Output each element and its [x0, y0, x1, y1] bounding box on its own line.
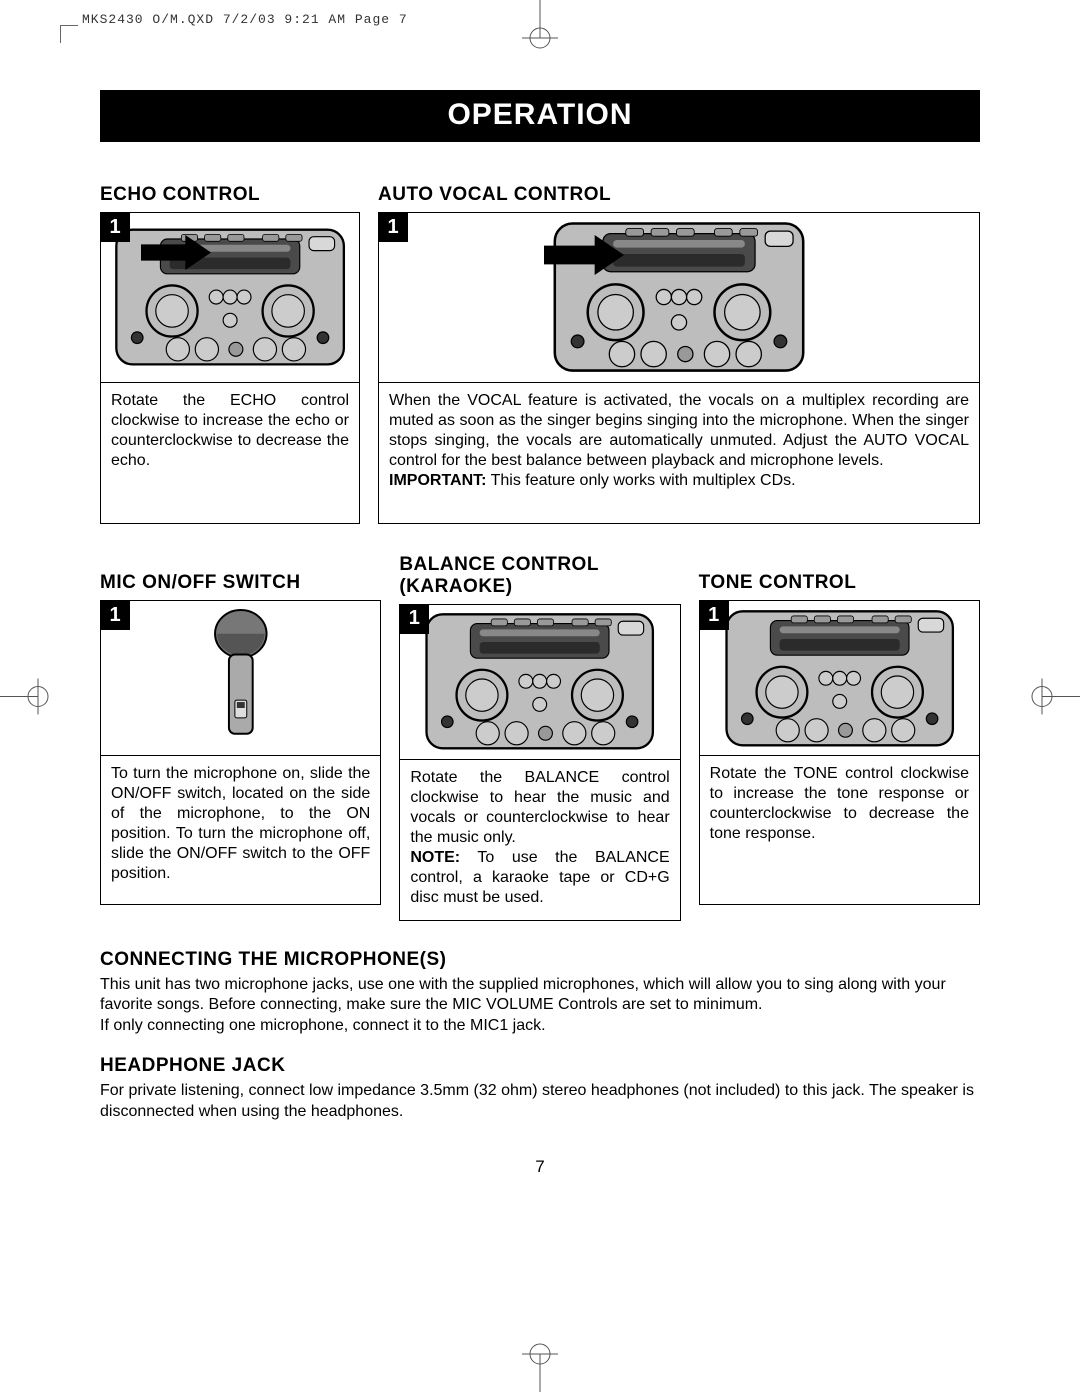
balance-box: 1 Rotate the BALANCE control clockwise t… [399, 604, 680, 921]
headphone-heading: HEADPHONE JACK [100, 1055, 980, 1077]
register-mark-bottom-icon [510, 1342, 570, 1397]
echo-heading: ECHO CONTROL [100, 184, 260, 206]
headphone-text: For private listening, connect low imped… [100, 1081, 980, 1123]
echo-text: Rotate the ECHO control clockwise to inc… [101, 383, 359, 523]
print-header: MKS2430 O/M.QXD 7/2/03 9:21 AM Page 7 [82, 12, 408, 27]
tone-heading: TONE CONTROL [699, 572, 857, 594]
auto-vocal-text: When the VOCAL feature is activated, the… [379, 383, 979, 523]
register-mark-right-icon [1030, 666, 1080, 731]
register-mark-left-icon [0, 666, 50, 731]
mic-box: 1 To turn the microphone on, slide the O… [100, 600, 381, 905]
karaoke-device-icon [114, 221, 346, 373]
page-number: 7 [100, 1157, 980, 1177]
step-badge: 1 [101, 601, 130, 630]
register-mark-top-icon [510, 0, 570, 55]
crop-corner-icon [60, 25, 78, 43]
karaoke-device-icon [414, 612, 665, 751]
tone-box: 1 Rotate the TONE control clockwise to i… [699, 600, 980, 905]
step-badge: 1 [101, 213, 130, 242]
karaoke-device-icon [484, 221, 874, 373]
auto-vocal-heading: AUTO VOCAL CONTROL [378, 184, 611, 206]
page-title: OPERATION [100, 90, 980, 142]
balance-text: Rotate the BALANCE control clockwise to … [400, 760, 679, 920]
echo-box: 1 Rotate the ECHO control clockwise to i… [100, 212, 360, 524]
connecting-text: This unit has two microphone jacks, use … [100, 975, 980, 1037]
balance-heading: BALANCE CONTROL(KARAOKE) [399, 554, 599, 598]
step-badge: 1 [400, 605, 429, 634]
step-badge: 1 [700, 601, 729, 630]
mic-heading: MIC ON/OFF SWITCH [100, 572, 301, 594]
connecting-heading: CONNECTING THE MICROPHONE(S) [100, 949, 980, 971]
karaoke-device-icon [714, 609, 965, 748]
tone-text: Rotate the TONE control clockwise to inc… [700, 756, 979, 904]
auto-vocal-box: 1 When the VOCAL feature is activated, t… [378, 212, 980, 524]
step-badge: 1 [379, 213, 408, 242]
microphone-icon [164, 609, 318, 748]
mic-text: To turn the microphone on, slide the ON/… [101, 756, 380, 904]
